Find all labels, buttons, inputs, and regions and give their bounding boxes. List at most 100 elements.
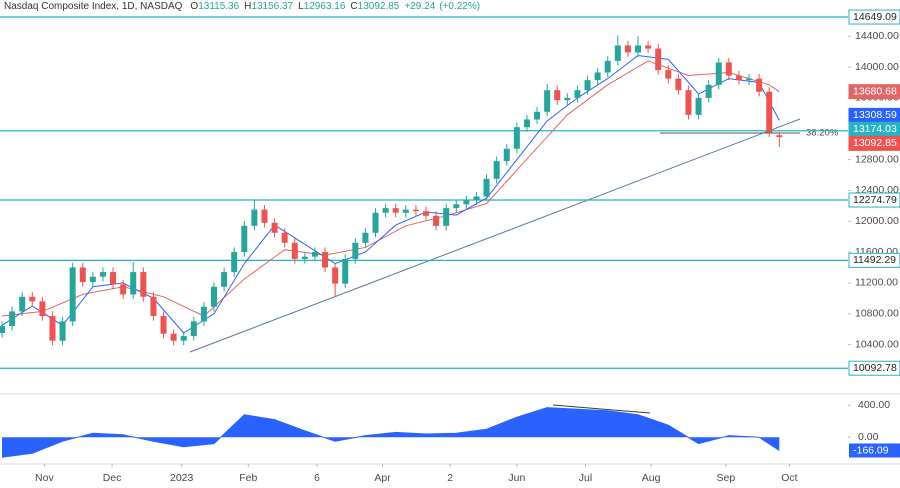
candle-body	[493, 161, 500, 179]
x-tick-label: Nov	[35, 472, 54, 484]
candle-body	[534, 111, 541, 120]
candle-body	[120, 284, 127, 295]
osc-tick-label: 0.00	[858, 431, 879, 443]
candle-body	[130, 272, 137, 295]
candle-body	[776, 135, 783, 137]
candle-body	[261, 209, 268, 223]
candle-body	[241, 225, 248, 253]
level-tag-bg	[848, 9, 900, 25]
candle-body	[746, 78, 753, 81]
candle-body	[766, 91, 773, 133]
divergence-line	[552, 404, 651, 414]
candle-body	[675, 78, 682, 91]
y-tick-label: 14000.00	[855, 61, 899, 73]
candle-body	[483, 178, 490, 197]
candle-body	[211, 286, 217, 307]
level-tag: 12274.79	[853, 194, 897, 206]
candle-body	[69, 267, 76, 322]
y-tick-label: 10400.00	[855, 338, 899, 350]
candle-body	[9, 311, 16, 327]
candle-body	[271, 222, 278, 233]
level-tag: 13174.03	[853, 123, 897, 135]
candle-body	[19, 296, 26, 312]
candle-body	[322, 252, 329, 268]
level-tag-bg	[848, 252, 900, 268]
x-tick-label: Dec	[103, 472, 122, 484]
candle-body	[200, 306, 207, 322]
header-value: 12963.16	[304, 1, 346, 12]
x-tick-label: Jun	[508, 472, 525, 484]
candle-body	[251, 209, 258, 226]
candle-body	[685, 90, 692, 115]
candle-body	[584, 80, 591, 91]
trendline	[189, 118, 801, 353]
y-tick-label: 10800.00	[855, 307, 899, 319]
candle-body	[695, 97, 702, 115]
candle-body	[311, 252, 318, 257]
candle-body	[503, 148, 510, 162]
candle-body	[291, 242, 298, 259]
ma-tag: 13680.68	[853, 85, 897, 97]
y-tick-label: 12800.00	[855, 153, 899, 165]
candle-body	[392, 208, 399, 213]
osc-tag: -166.09	[853, 444, 889, 456]
candle-body	[79, 267, 86, 283]
header-prefix: H	[244, 1, 251, 12]
candle-body	[635, 45, 641, 53]
candle-body	[574, 90, 581, 98]
candle-body	[49, 316, 56, 341]
y-tick-label: 14400.00	[855, 30, 899, 42]
candle-body	[624, 45, 631, 53]
header-value: 13156.37	[251, 1, 293, 12]
candle-body	[433, 215, 440, 226]
header-prefix: C	[350, 1, 357, 12]
level-tag: 11492.29	[853, 254, 896, 266]
x-tick-label: 6	[314, 472, 320, 484]
candle-body	[655, 48, 662, 71]
header-value: 13092.85	[358, 1, 400, 12]
level-tag-bg	[848, 192, 900, 208]
candle-body	[604, 60, 611, 73]
header-title: Nasdaq Composite Index, 1D, NASDAQ	[4, 1, 183, 12]
osc-tick-label: 400.00	[858, 399, 890, 411]
level-tag: 14649.09	[853, 11, 897, 23]
candle-body	[665, 70, 672, 79]
fib-label: 38.20%	[806, 128, 839, 139]
candle-body	[756, 78, 763, 92]
x-tick-label: Jul	[579, 472, 592, 484]
candle-body	[0, 326, 5, 333]
candle-body	[453, 204, 460, 209]
candle-body	[725, 62, 732, 76]
candle-body	[372, 212, 379, 233]
candle-body	[140, 272, 147, 297]
x-tick-label: Aug	[642, 472, 661, 484]
candle-body	[301, 256, 308, 259]
x-tick-label: Sep	[716, 472, 735, 484]
candle-body	[735, 75, 742, 81]
candle-body	[231, 252, 238, 273]
candle-body	[382, 208, 389, 213]
oscillator-line	[1, 407, 780, 458]
candle-body	[463, 200, 470, 205]
price-tag: 13092.85	[853, 137, 897, 149]
candle-body	[705, 84, 712, 98]
level-tag: 10092.78	[853, 362, 897, 374]
candle-body	[59, 321, 66, 341]
header-change: +29.24	[404, 1, 435, 12]
candle-body	[513, 127, 520, 149]
candle-body	[554, 90, 561, 101]
header-value: 13115.36	[198, 1, 239, 12]
candle-body	[160, 316, 167, 334]
candle-body	[180, 336, 187, 341]
candle-body	[342, 258, 349, 284]
candle-body	[332, 267, 339, 284]
level-tag-bg	[848, 360, 900, 376]
candle-body	[564, 97, 571, 101]
candle-body	[190, 321, 197, 337]
candle-body	[150, 296, 157, 317]
candle-body	[281, 232, 288, 243]
chart-header: Nasdaq Composite Index, 1D, NASDAQ O13115…	[4, 1, 480, 12]
candle-body	[362, 232, 369, 243]
candle-body	[412, 209, 419, 212]
